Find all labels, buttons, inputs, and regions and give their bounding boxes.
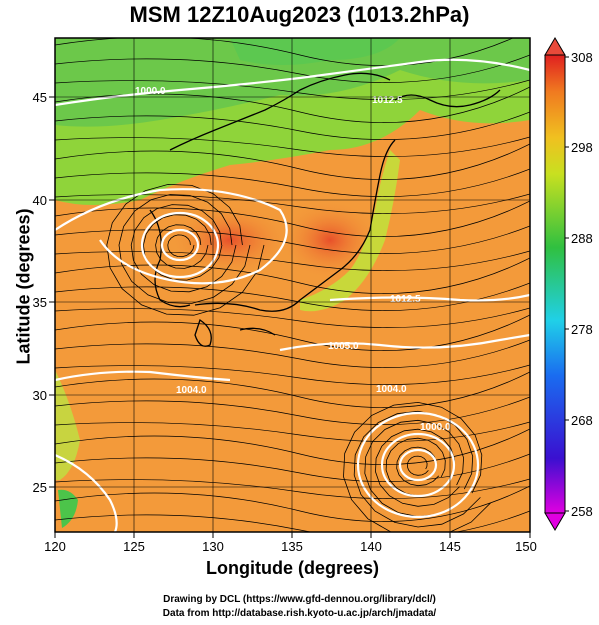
x-tick-label: 145 [439,539,461,554]
streamline [55,339,530,368]
streamline [55,111,530,140]
streamline [55,371,530,408]
y-tick-labels: 45 40 35 30 25 [33,90,47,495]
streamline [55,168,530,197]
streamline [55,136,530,157]
x-tick-label: 135 [281,539,303,554]
streamline [55,364,530,385]
y-tick-label: 35 [33,295,47,310]
contour-labels: 1000.0 1012.5 1012.5 1005.0 1004.0 1004.… [135,86,451,433]
streamline [375,428,460,507]
colorbar-tick-label: 278 [571,322,593,337]
colorbar-tick-label: 298 [571,140,593,155]
streamline [118,194,251,304]
streamline [55,200,530,237]
streamline [353,410,481,528]
contour-label: 1000.0 [420,422,451,433]
x-tick-label: 120 [44,539,66,554]
y-tick-label: 45 [33,90,47,105]
streamline [55,396,530,425]
streamline [55,485,530,522]
credit-drawing: Drawing by DCL (https://www.gfd-dennou.o… [163,594,436,605]
x-tick-labels: 120 125 130 135 140 145 150 [44,539,537,554]
streamline [55,421,530,442]
streamline [142,214,223,281]
y-axis-label: Latitude (degrees) [13,208,34,365]
x-tick-label: 150 [515,539,537,554]
chart-title: MSM 12Z10Aug2023 (1013.2hPa) [129,2,470,27]
streamline [55,250,530,271]
grid-lines [55,38,530,532]
colorbar-tick-label: 258 [571,504,593,519]
x-tick-label: 130 [202,539,224,554]
coastlines [149,72,501,347]
colorbar-tick-label: 288 [571,231,593,246]
streamline [396,446,440,487]
x-tick-label: 140 [360,539,382,554]
streamline [55,38,514,66]
streamline [55,428,530,465]
contour-label: 1012.5 [372,95,403,106]
streamline [55,307,530,328]
y-tick-label: 25 [33,480,47,495]
streamline [55,193,530,214]
streamline [167,234,195,258]
contour-label: 1004.0 [376,384,407,395]
contour-label: 1005.0 [328,341,359,352]
isobar-contours [55,58,530,532]
contour-label: 1004.0 [176,385,207,396]
streamline [55,79,530,100]
streamline [55,143,530,180]
colorbar: 308 298 288 278 268 258 [544,37,593,531]
streamline [55,257,530,294]
x-axis-label: Longitude (degrees) [205,558,379,578]
colorbar-bottom-arrow [544,512,566,531]
colorbar-tick-label: 308 [571,50,593,65]
contour-label: 1000.0 [135,86,166,97]
colorbar-tick-label: 268 [571,413,593,428]
y-tick-label: 30 [33,388,47,403]
colorbar-top-arrow [544,37,566,56]
streamline [155,224,209,269]
y-tick-label: 40 [33,193,47,208]
contour-label: 1012.5 [390,294,421,305]
streamline [55,54,530,83]
tick-marks [49,96,531,538]
streamline [343,401,491,532]
streamline [55,478,530,499]
streamline [55,453,530,482]
x-tick-label: 125 [123,539,145,554]
streamline [55,314,530,351]
streamline [55,225,530,254]
streamline [130,204,237,293]
credit-data: Data from http://database.rish.kyoto-u.a… [162,608,437,619]
streamline [406,455,429,476]
